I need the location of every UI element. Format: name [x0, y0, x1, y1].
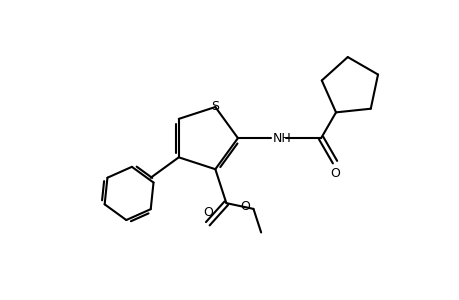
- Text: O: O: [330, 167, 339, 180]
- Text: O: O: [240, 200, 250, 213]
- Text: O: O: [202, 206, 212, 219]
- Text: S: S: [211, 100, 219, 113]
- Text: NH: NH: [272, 132, 291, 145]
